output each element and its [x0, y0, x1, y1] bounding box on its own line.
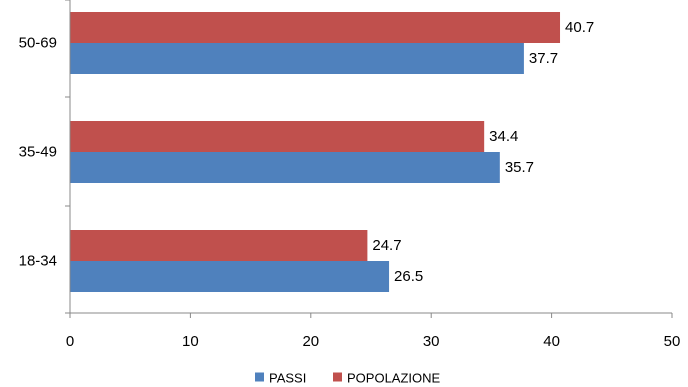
data-label-popolazione-18-34: 24.7	[372, 237, 401, 254]
x-tick-label-40: 40	[543, 333, 560, 350]
data-label-passi-35-49: 35.7	[505, 159, 534, 176]
data-label-popolazione-50-69: 40.7	[565, 19, 594, 36]
data-label-popolazione-35-49: 34.4	[489, 128, 518, 145]
bar-passi-18-34	[70, 261, 390, 292]
bars-group	[70, 12, 561, 292]
category-labels-group: 18-34 35-49 50-69	[19, 35, 57, 270]
bar-passi-50-69	[70, 43, 524, 74]
category-label-50-69: 50-69	[19, 35, 57, 52]
data-labels-group: 26.5 24.7 35.7 34.4 37.7 40.7	[372, 19, 594, 285]
data-label-passi-18-34: 26.5	[394, 268, 423, 285]
axes-group: 0 10 20 30 40 50	[65, 0, 680, 350]
bar-popolazione-50-69	[70, 12, 561, 43]
legend-swatch-passi	[255, 372, 264, 382]
category-label-18-34: 18-34	[19, 253, 57, 270]
legend-label-passi: PASSI	[269, 371, 306, 386]
bar-passi-35-49	[70, 152, 500, 183]
legend: PASSI POPOLAZIONE	[255, 371, 441, 386]
data-label-passi-50-69: 37.7	[529, 50, 558, 67]
x-tick-label-30: 30	[423, 333, 440, 350]
bar-popolazione-35-49	[70, 121, 485, 152]
x-tick-label-10: 10	[182, 333, 199, 350]
x-tick-label-0: 0	[66, 333, 74, 350]
category-label-35-49: 35-49	[19, 144, 57, 161]
legend-label-popolazione: POPOLAZIONE	[347, 371, 441, 386]
x-tick-label-20: 20	[302, 333, 319, 350]
legend-swatch-popolazione	[333, 372, 342, 382]
bar-popolazione-18-34	[70, 230, 368, 261]
x-tick-label-50: 50	[664, 333, 681, 350]
